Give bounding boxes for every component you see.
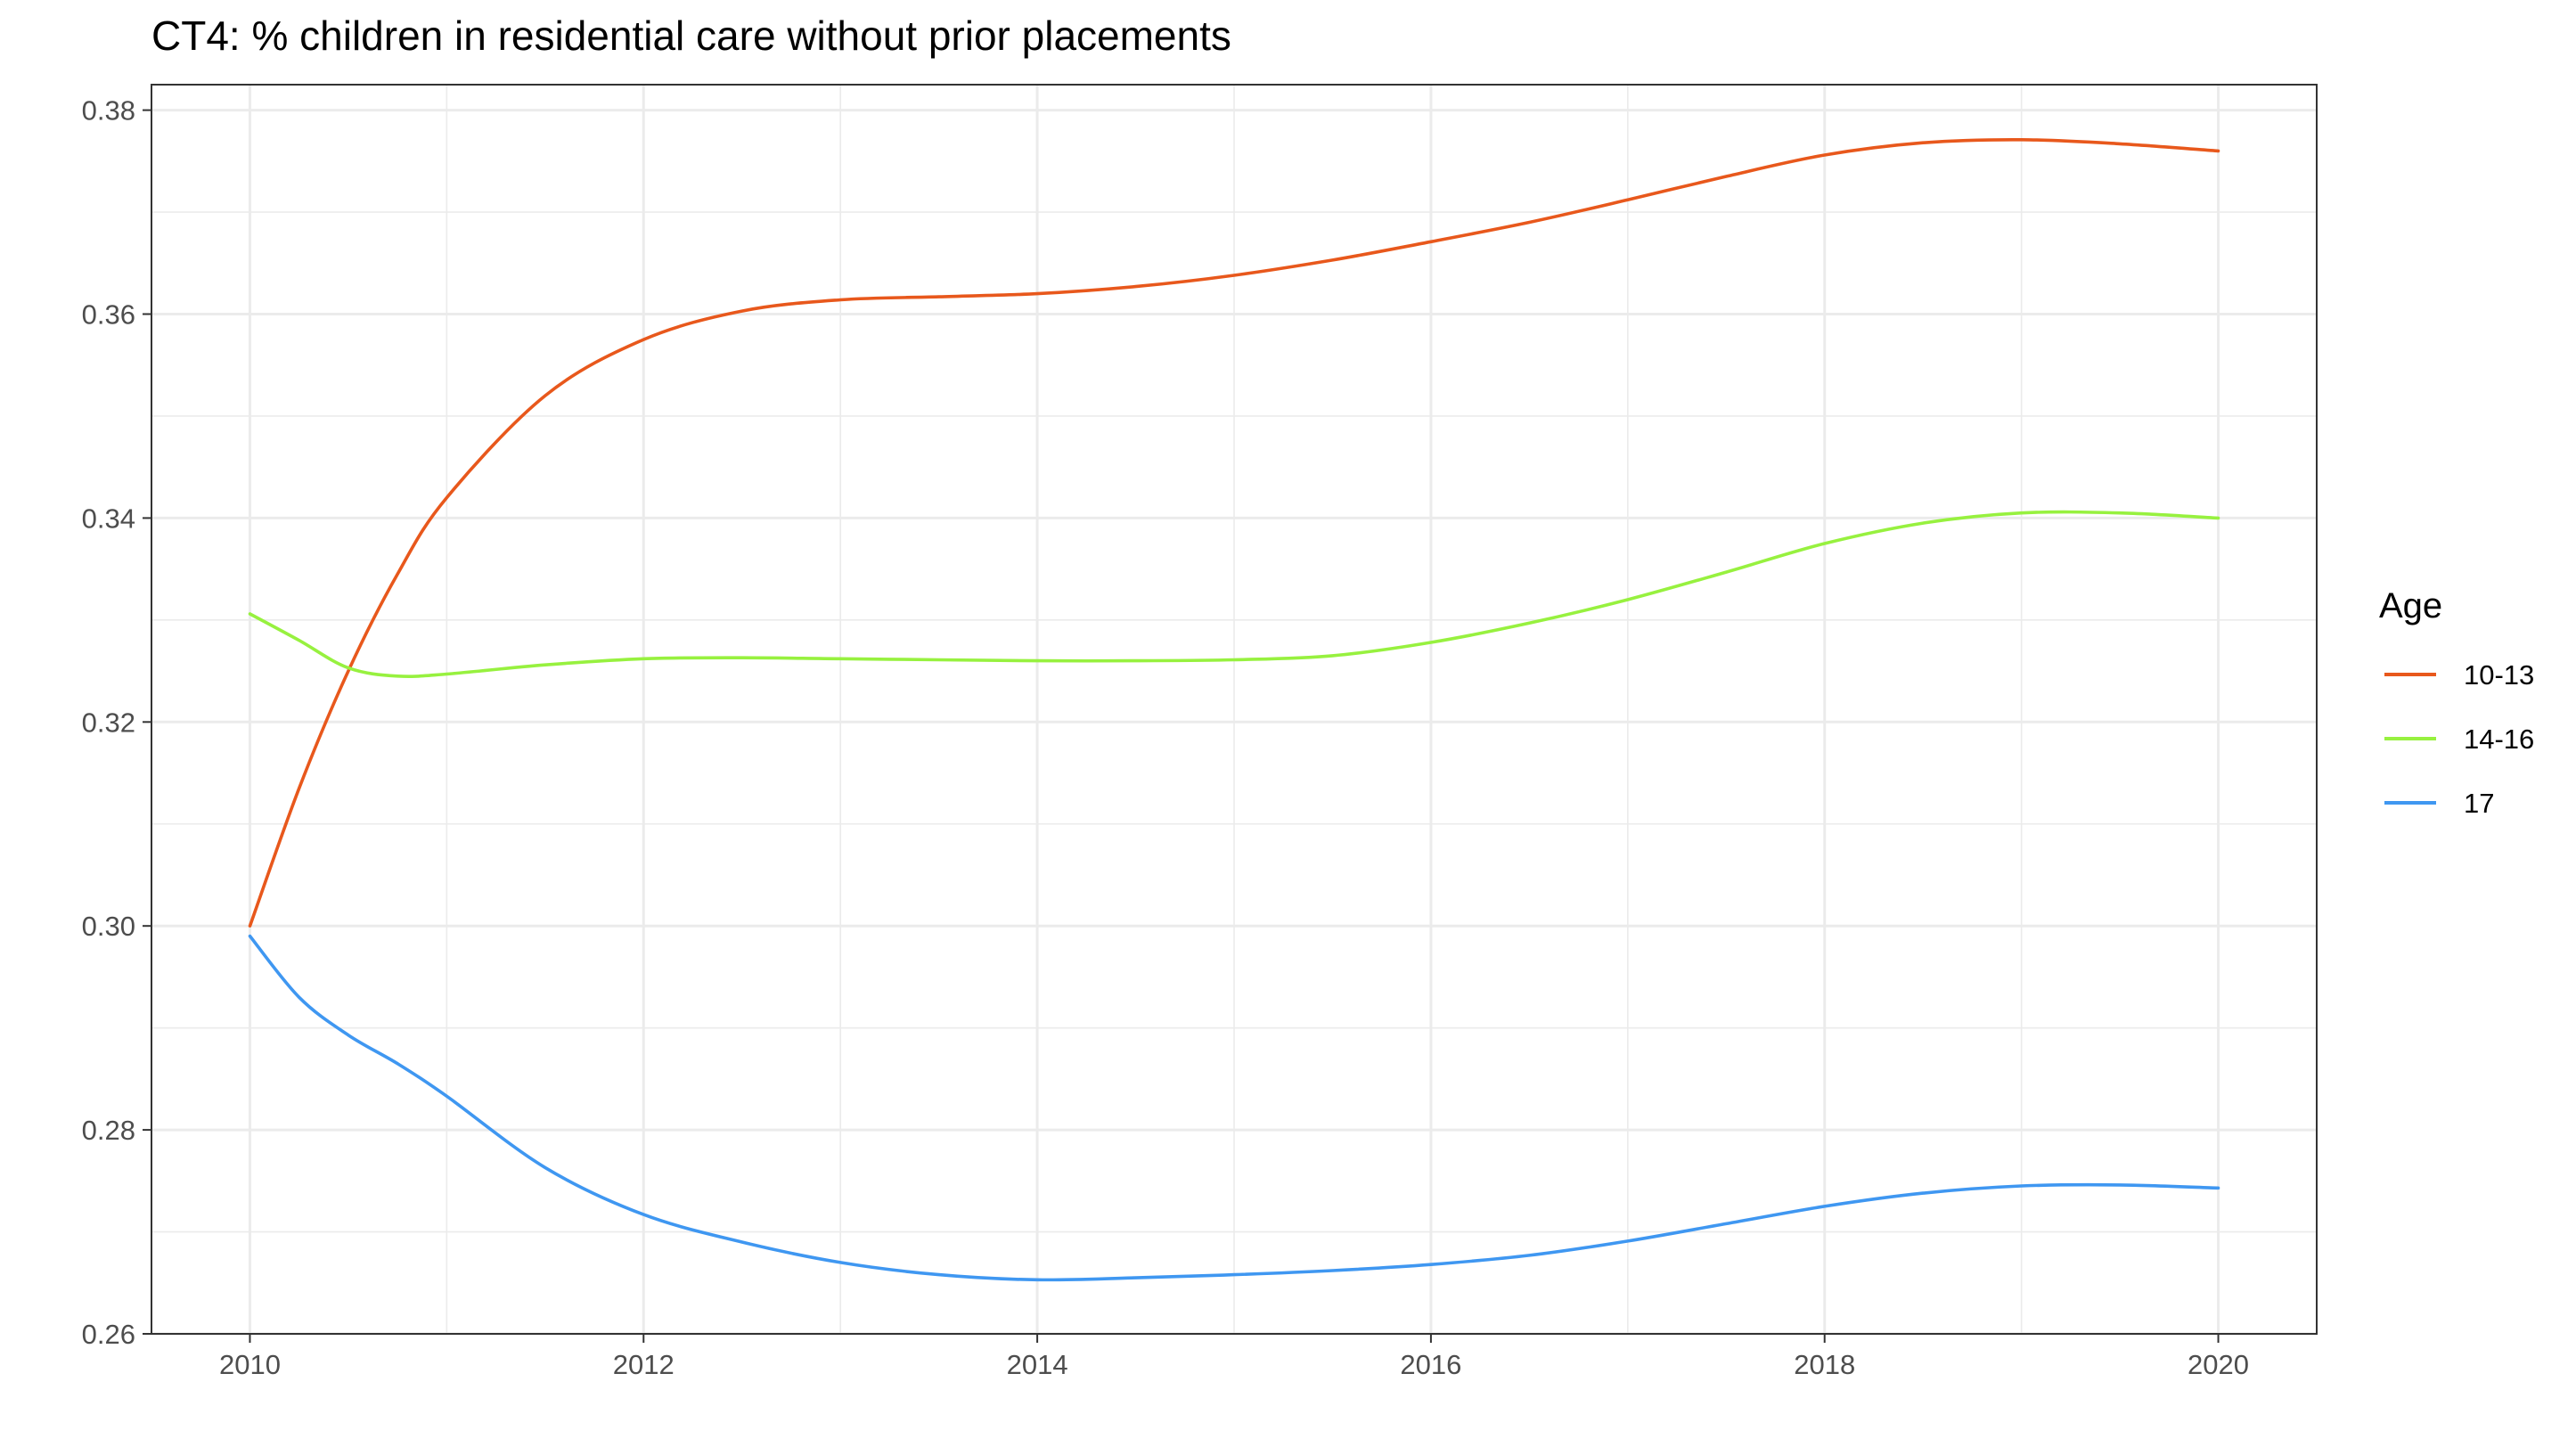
legend: Age 10-13 14-16 17: [2379, 586, 2534, 819]
x-tick-label: 2018: [1794, 1349, 1855, 1380]
x-tick-label: 2014: [1007, 1349, 1068, 1380]
y-tick-label: 0.32: [82, 707, 135, 738]
legend-label-10-13: 10-13: [2464, 659, 2534, 691]
x-tick-label: 2020: [2188, 1349, 2249, 1380]
axes: 2010 2012 2014 2016 2018 2020 0.26 0.28 0.30 0.32…: [82, 95, 2249, 1380]
y-tick-label: 0.30: [82, 911, 135, 942]
x-tick-label: 2012: [613, 1349, 675, 1380]
y-tick-label: 0.36: [82, 299, 135, 331]
chart-title: CT4: % children in residential care with…: [151, 12, 1231, 59]
y-tick-label: 0.38: [82, 95, 135, 127]
y-tick-label: 0.26: [82, 1319, 135, 1350]
series-line-17: [248, 934, 2220, 1282]
legend-title: Age: [2379, 586, 2442, 625]
series-lines: [248, 137, 2220, 1282]
plot-panel-border: [151, 84, 2318, 1335]
legend-label-17: 17: [2464, 788, 2494, 819]
y-tick-label: 0.28: [82, 1115, 135, 1146]
x-tick-label: 2016: [1400, 1349, 1461, 1380]
y-tick-label: 0.34: [82, 503, 135, 534]
series-line-14-16: [248, 510, 2220, 678]
series-line-10-13: [248, 137, 2220, 928]
x-tick-label: 2010: [219, 1349, 281, 1380]
legend-label-14-16: 14-16: [2464, 724, 2534, 755]
